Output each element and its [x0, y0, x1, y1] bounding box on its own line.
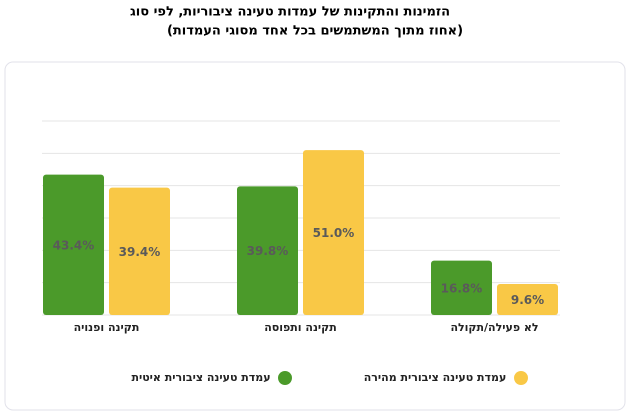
bar — [237, 186, 298, 315]
legend-label: עמדת טעינה ציבורית מהירה — [364, 371, 507, 384]
bar — [497, 283, 558, 315]
chart-subtitle: (אחוז מתוך המשתמשים בכל אחד מסוגי העמדות… — [167, 24, 463, 39]
x-tick-label: לא פעילה/תקולה — [450, 321, 538, 334]
bar — [303, 150, 364, 315]
legend-label: עמדת טעינה ציבורית איטית — [131, 371, 270, 384]
bar — [109, 187, 170, 315]
data-label: 51.0% — [313, 226, 355, 240]
legend-swatch — [278, 371, 292, 385]
data-label: 16.8% — [441, 281, 483, 295]
bar — [431, 260, 492, 315]
x-tick-label: תקינה ותפוסה — [264, 321, 337, 334]
x-tick-label: תקינה ופנויה — [74, 321, 140, 334]
data-label: 39.8% — [247, 244, 289, 258]
legend-swatch — [514, 371, 528, 385]
bar — [43, 174, 104, 315]
data-label: 9.6% — [511, 293, 544, 307]
chart-title: הזמינות והתקינות של עמדות טעינה ציבוריות… — [130, 5, 450, 20]
data-label: 39.4% — [119, 245, 161, 259]
data-label: 43.4% — [53, 238, 95, 252]
